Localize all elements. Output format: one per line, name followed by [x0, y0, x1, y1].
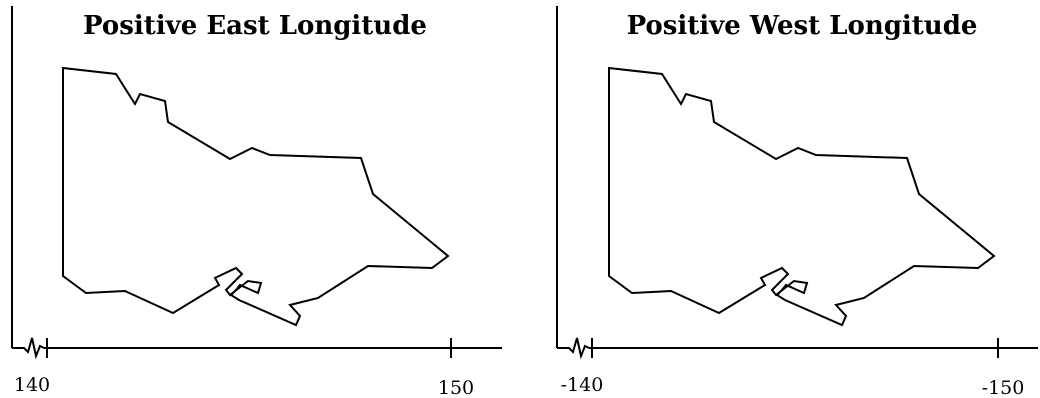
axis-break-mark [12, 337, 45, 360]
x-tick-label-minus-140: -140 [561, 374, 604, 396]
x-tick-label-minus-150: -150 [982, 377, 1025, 398]
region-outline [62, 66, 450, 327]
x-tick-label-150: 150 [438, 377, 474, 398]
region-outline [608, 66, 996, 327]
panel-west-longitude: Positive West Longitude -140 -150 [556, 6, 1038, 398]
panel-title: Positive West Longitude [627, 11, 978, 41]
panel-title: Positive East Longitude [83, 11, 427, 41]
panel-east-longitude: Positive East Longitude 140 150 [11, 6, 502, 398]
x-tick-label-140: 140 [14, 374, 50, 396]
axis-break-mark [557, 337, 590, 360]
